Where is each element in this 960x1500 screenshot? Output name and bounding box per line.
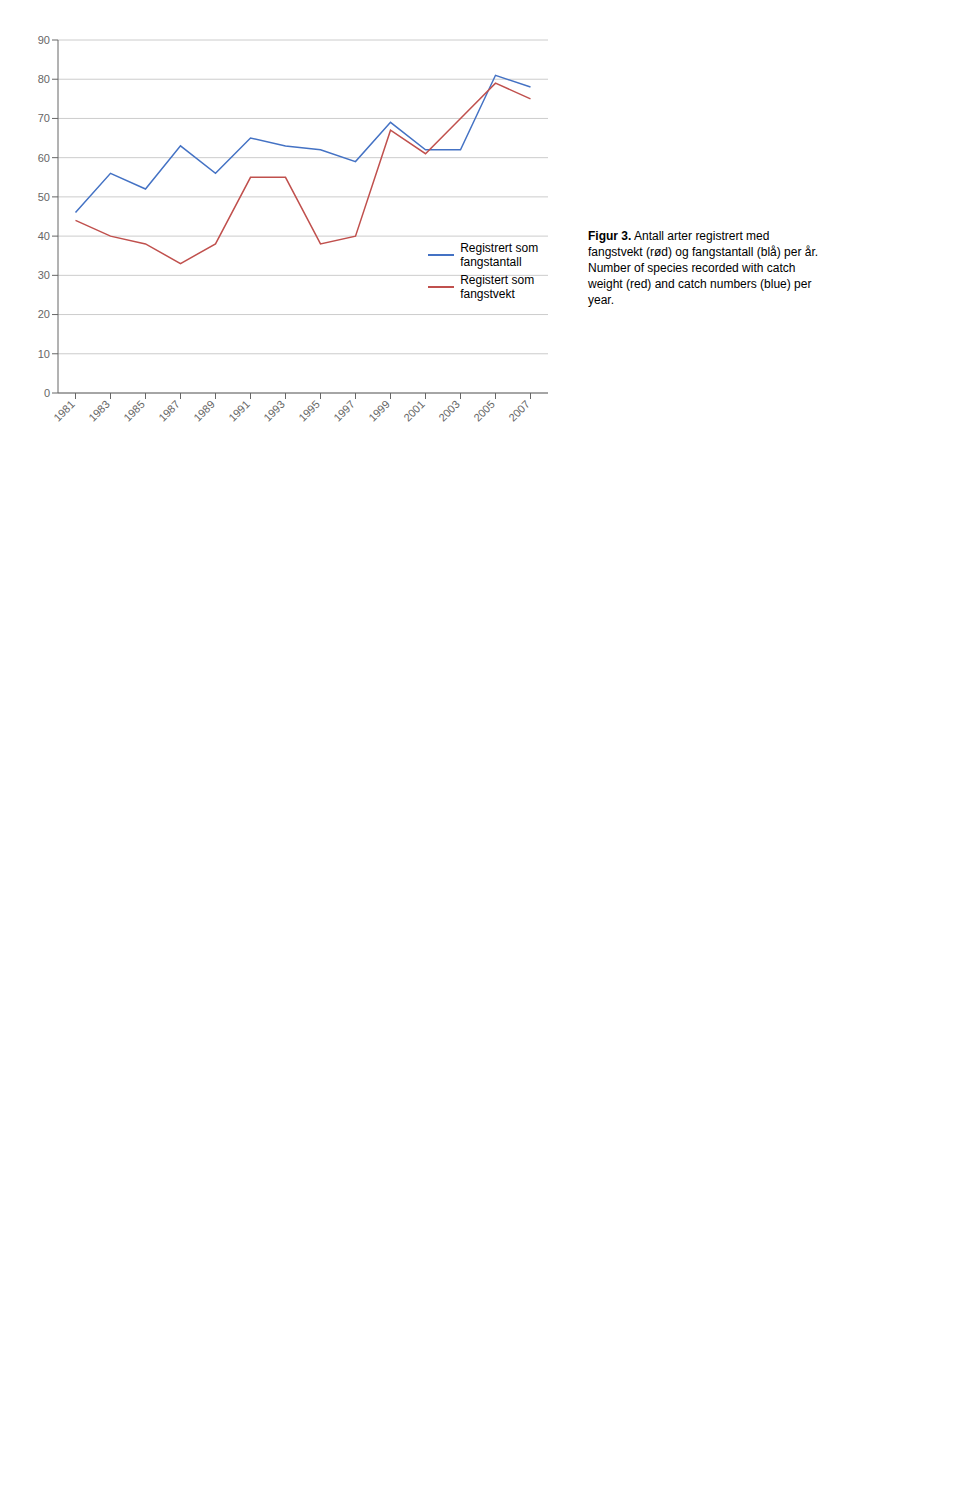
svg-text:0: 0 xyxy=(44,387,50,399)
svg-text:60: 60 xyxy=(38,152,50,164)
svg-text:1999: 1999 xyxy=(366,398,392,424)
html-text:Registrert som fangstantall: Registrert som fangstantall xyxy=(460,240,539,269)
svg-text:2005: 2005 xyxy=(471,398,497,424)
svg-text:1997: 1997 xyxy=(331,398,357,424)
svg-text:2003: 2003 xyxy=(436,398,462,424)
svg-text:20: 20 xyxy=(38,308,50,320)
svg-text:80: 80 xyxy=(38,73,50,85)
svg-text:70: 70 xyxy=(38,112,50,124)
svg-text:1993: 1993 xyxy=(261,398,287,424)
svg-text:2001: 2001 xyxy=(401,398,427,424)
html-text:Registert som fangstvekt: Registert som fangstvekt xyxy=(460,272,535,301)
svg-text:2007: 2007 xyxy=(506,398,532,424)
svg-text:50: 50 xyxy=(38,191,50,203)
svg-text:40: 40 xyxy=(38,230,50,242)
html-text:Figur 3. Antall arter registre: Figur 3. Antall arter registrert med fan… xyxy=(588,229,819,307)
svg-text:10: 10 xyxy=(38,348,50,360)
svg-text:1985: 1985 xyxy=(121,398,147,424)
svg-text:1983: 1983 xyxy=(86,398,112,424)
svg-text:1995: 1995 xyxy=(296,398,322,424)
svg-text:1991: 1991 xyxy=(226,398,252,424)
svg-text:30: 30 xyxy=(38,269,50,281)
svg-text:1989: 1989 xyxy=(191,398,217,424)
svg-text:1987: 1987 xyxy=(156,398,182,424)
svg-text:1981: 1981 xyxy=(51,398,77,424)
svg-text:90: 90 xyxy=(38,34,50,46)
